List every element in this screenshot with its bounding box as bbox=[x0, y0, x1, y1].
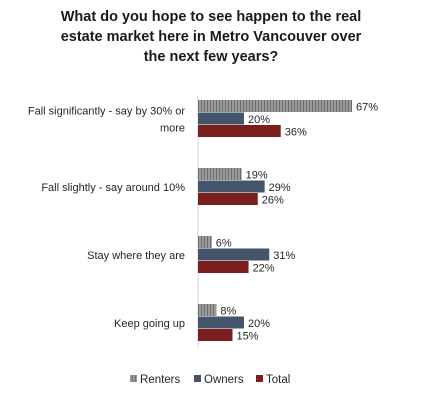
category-label: Stay where they are bbox=[87, 250, 185, 262]
bar-total bbox=[198, 193, 258, 205]
data-label: 31% bbox=[273, 250, 295, 262]
legend-label-renters: Renters bbox=[140, 374, 181, 386]
bar-owners bbox=[198, 316, 244, 329]
category-label: Keep going up bbox=[114, 318, 185, 330]
category-label: Fall significantly - say by 30% or bbox=[28, 105, 185, 117]
data-label: 20% bbox=[248, 114, 270, 126]
category-labels: Fall significantly - say by 30% or more Fa… bbox=[28, 105, 185, 330]
bar-renters bbox=[198, 100, 352, 112]
title-line: What do you hope to see happen to the re… bbox=[61, 9, 362, 25]
bar-owners bbox=[198, 112, 244, 125]
data-label: 20% bbox=[248, 318, 270, 330]
data-label: 67% bbox=[356, 101, 378, 113]
bar-owners bbox=[198, 180, 265, 193]
title-line: estate market here in Metro Vancouver ov… bbox=[61, 29, 362, 45]
legend-swatch-owners bbox=[194, 375, 201, 382]
data-label: 15% bbox=[236, 330, 258, 342]
bar-renters bbox=[198, 236, 212, 248]
bar-renters bbox=[198, 304, 217, 316]
chart-title: What do you hope to see happen to the re… bbox=[61, 9, 362, 65]
category-label: more bbox=[160, 122, 185, 134]
data-label: 29% bbox=[269, 182, 291, 194]
data-label: 36% bbox=[285, 126, 307, 138]
data-label: 6% bbox=[216, 237, 232, 249]
data-label: 8% bbox=[220, 305, 236, 317]
title-line: the next few years? bbox=[144, 49, 279, 65]
legend-swatch-total bbox=[256, 375, 263, 382]
legend: Renters Owners Total bbox=[130, 374, 290, 386]
category-label: Fall slightly - say around 10% bbox=[41, 182, 185, 194]
data-label: 19% bbox=[246, 169, 268, 181]
bar-total bbox=[198, 125, 281, 137]
legend-label-owners: Owners bbox=[204, 374, 244, 386]
bar-owners bbox=[198, 248, 270, 261]
legend-swatch-renters bbox=[130, 375, 137, 382]
bar-total bbox=[198, 261, 249, 273]
data-label: 22% bbox=[253, 262, 275, 274]
data-label: 26% bbox=[262, 194, 284, 206]
bars: 67% 19% 6% 8% 20% 29% 31% 20% 36% 26% 22% 15% bbox=[197, 96, 378, 347]
legend-label-total: Total bbox=[266, 374, 290, 386]
bar-total bbox=[198, 329, 233, 341]
bar-renters bbox=[198, 168, 242, 180]
